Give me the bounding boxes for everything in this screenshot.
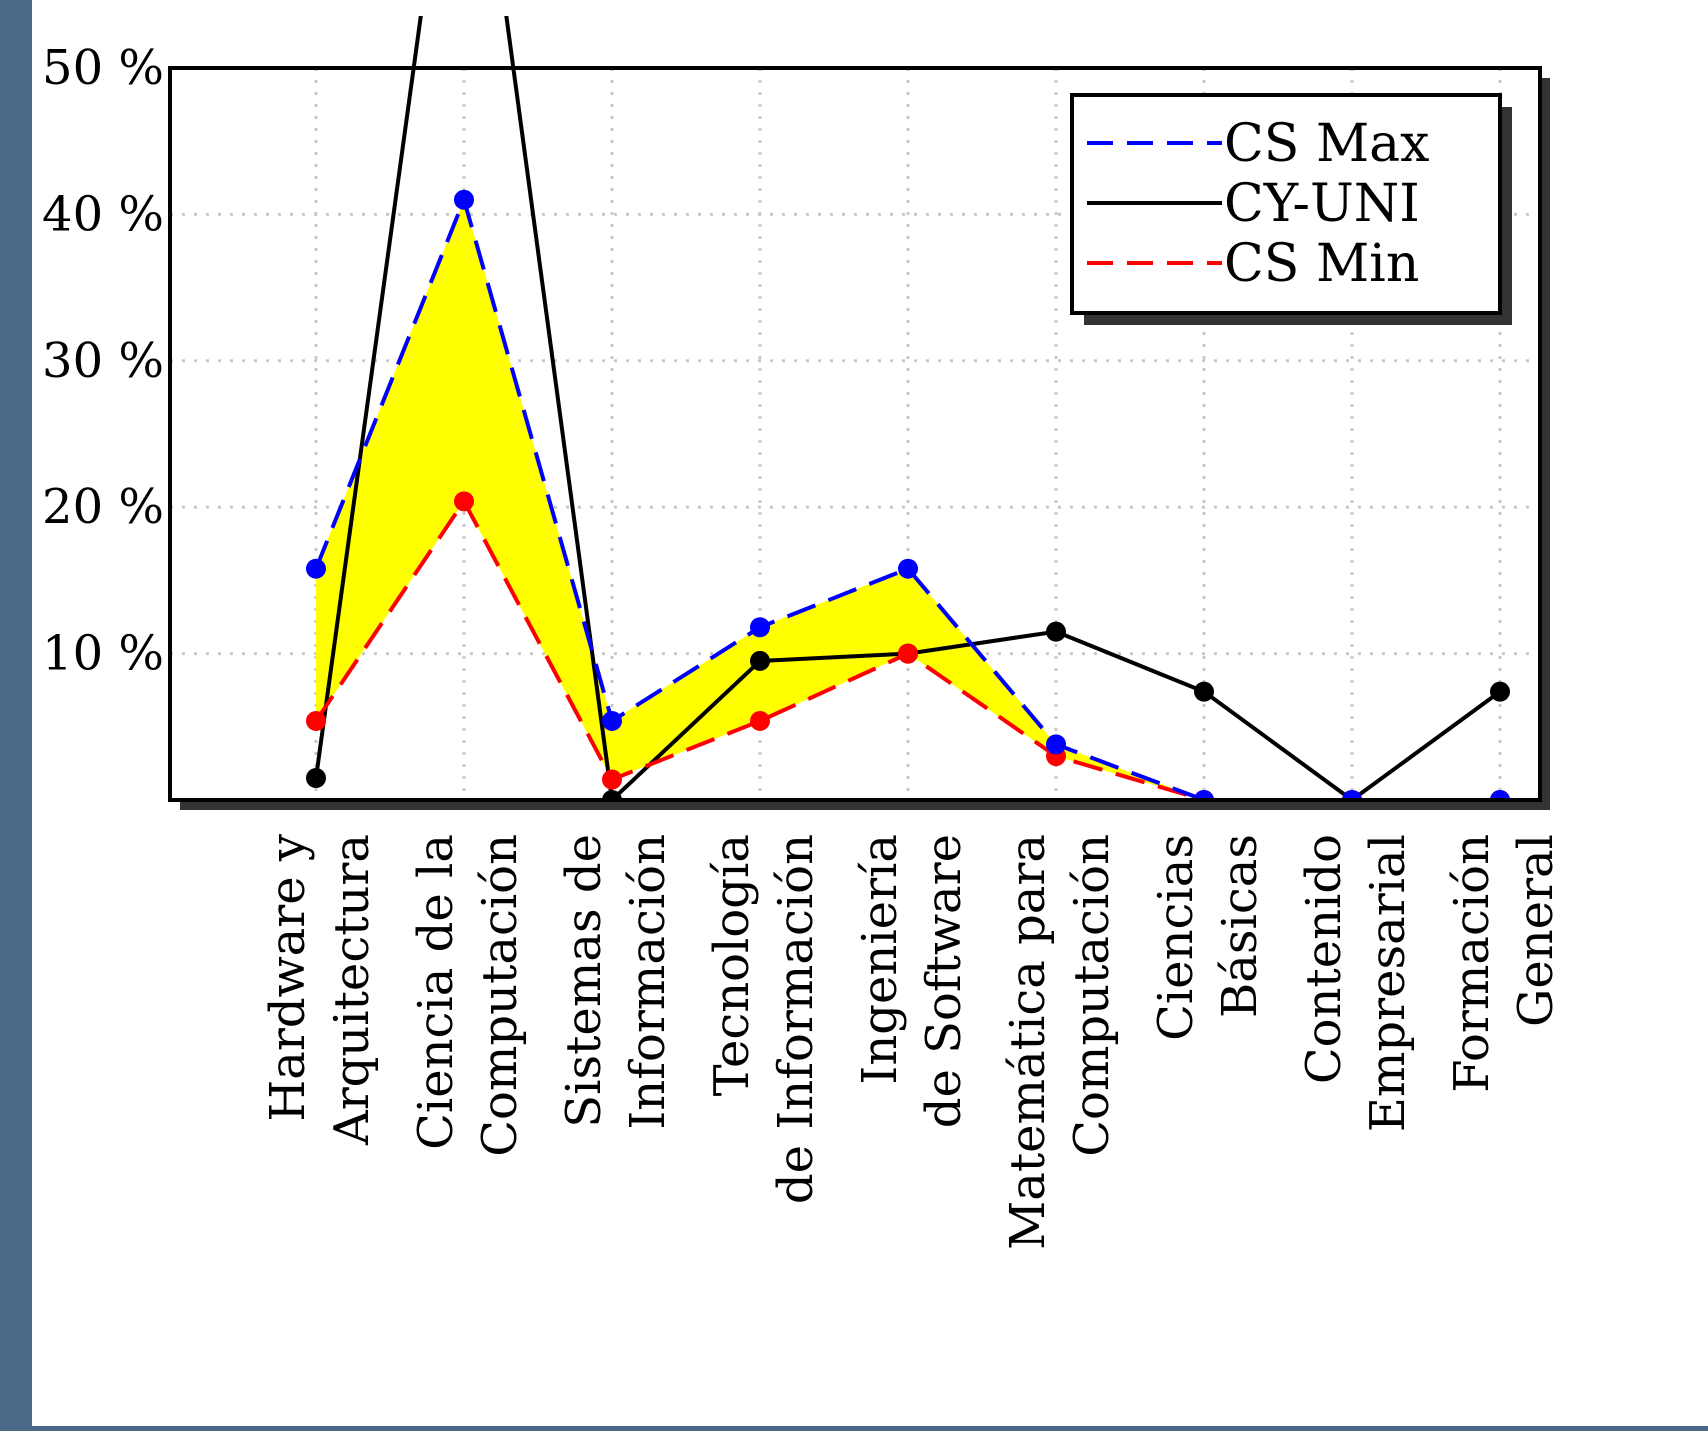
data-point-cs-min bbox=[898, 643, 918, 664]
data-point-cs-max bbox=[306, 558, 326, 579]
x-category-label-line: Formación bbox=[1444, 834, 1500, 1093]
y-tick-label: 10 % bbox=[42, 626, 164, 682]
data-point-cs-min bbox=[454, 491, 474, 512]
plot-frame bbox=[168, 66, 1542, 802]
data-point-cs-max bbox=[1046, 734, 1066, 755]
data-point-cs-max bbox=[602, 710, 622, 731]
x-category-label-line: Matemática para bbox=[1000, 834, 1056, 1250]
x-category-label: Formación General bbox=[1444, 834, 1564, 1093]
x-category-label-line: Computación bbox=[472, 834, 528, 1157]
data-point-cs-max bbox=[898, 558, 918, 579]
data-point-cy-uni bbox=[602, 790, 622, 800]
x-category-label-line: General bbox=[1508, 834, 1564, 1027]
data-point-cs-max bbox=[750, 617, 770, 638]
data-point-cs-min bbox=[750, 710, 770, 731]
legend-label-cs-max: CS Max bbox=[1224, 114, 1430, 174]
legend-label-cs-min: CS Min bbox=[1224, 234, 1419, 294]
data-point-cy-uni bbox=[1490, 681, 1510, 702]
x-category-label: Matemática para Computación bbox=[1000, 834, 1120, 1250]
x-category-label-line: Ingeniería bbox=[852, 834, 908, 1085]
data-point-cy-uni bbox=[306, 768, 326, 789]
x-category-label-line: Arquitectura bbox=[324, 834, 380, 1146]
data-point-cy-uni bbox=[750, 650, 770, 671]
slide-frame: 10 % 20 % 30 % 40 % 50 % Hardware y Arquitect… bbox=[32, 0, 1708, 1426]
data-point-cs-max bbox=[1342, 790, 1362, 800]
legend-label-cy-uni: CY-UNI bbox=[1224, 174, 1420, 234]
x-category-label-line: Sistemas de bbox=[556, 834, 612, 1128]
y-tick-label: 40 % bbox=[42, 186, 164, 242]
data-point-cs-min bbox=[602, 769, 622, 790]
x-category-label-line: Tecnología bbox=[704, 834, 760, 1096]
x-category-label-line: Ciencia de la bbox=[408, 834, 464, 1150]
x-category-label-line: Información bbox=[620, 834, 676, 1130]
x-category-label-line: Hardware y bbox=[260, 834, 316, 1122]
data-point-cs-min bbox=[306, 710, 326, 731]
x-category-label: Ciencia de la Computación bbox=[408, 834, 528, 1157]
x-category-label: Sistemas de Información bbox=[556, 834, 676, 1130]
x-category-label-line: Básicas bbox=[1212, 834, 1268, 1018]
x-category-label: Hardware y Arquitectura bbox=[260, 834, 380, 1146]
y-tick-label: 30 % bbox=[42, 333, 164, 389]
line-chart: 10 % 20 % 30 % 40 % 50 % Hardware y Arquitect… bbox=[42, 16, 1564, 1250]
x-category-label-line: Empresarial bbox=[1360, 834, 1416, 1132]
data-point-cs-max bbox=[1194, 790, 1214, 800]
data-point-cy-uni bbox=[1046, 621, 1066, 642]
x-category-label: Contenido Empresarial bbox=[1296, 834, 1416, 1132]
x-category-label: Ingeniería de Software bbox=[852, 834, 972, 1128]
x-category-label-line: de Información bbox=[768, 834, 824, 1204]
data-point-cs-max bbox=[454, 189, 474, 210]
data-point-cs-max bbox=[1490, 790, 1510, 800]
x-category-label-line: Contenido bbox=[1296, 834, 1352, 1084]
data-point-cy-uni bbox=[1194, 681, 1214, 702]
x-category-label: Tecnología de Información bbox=[704, 834, 824, 1204]
y-tick-label: 50 % bbox=[42, 40, 164, 96]
x-category-label-line: Computación bbox=[1064, 834, 1120, 1157]
x-category-label-line: de Software bbox=[916, 834, 972, 1128]
x-category-label-line: Ciencias bbox=[1148, 834, 1204, 1041]
x-category-label: Ciencias Básicas bbox=[1148, 834, 1268, 1041]
series-line-cs-max bbox=[314, 193, 1500, 800]
y-tick-label: 20 % bbox=[42, 479, 164, 535]
